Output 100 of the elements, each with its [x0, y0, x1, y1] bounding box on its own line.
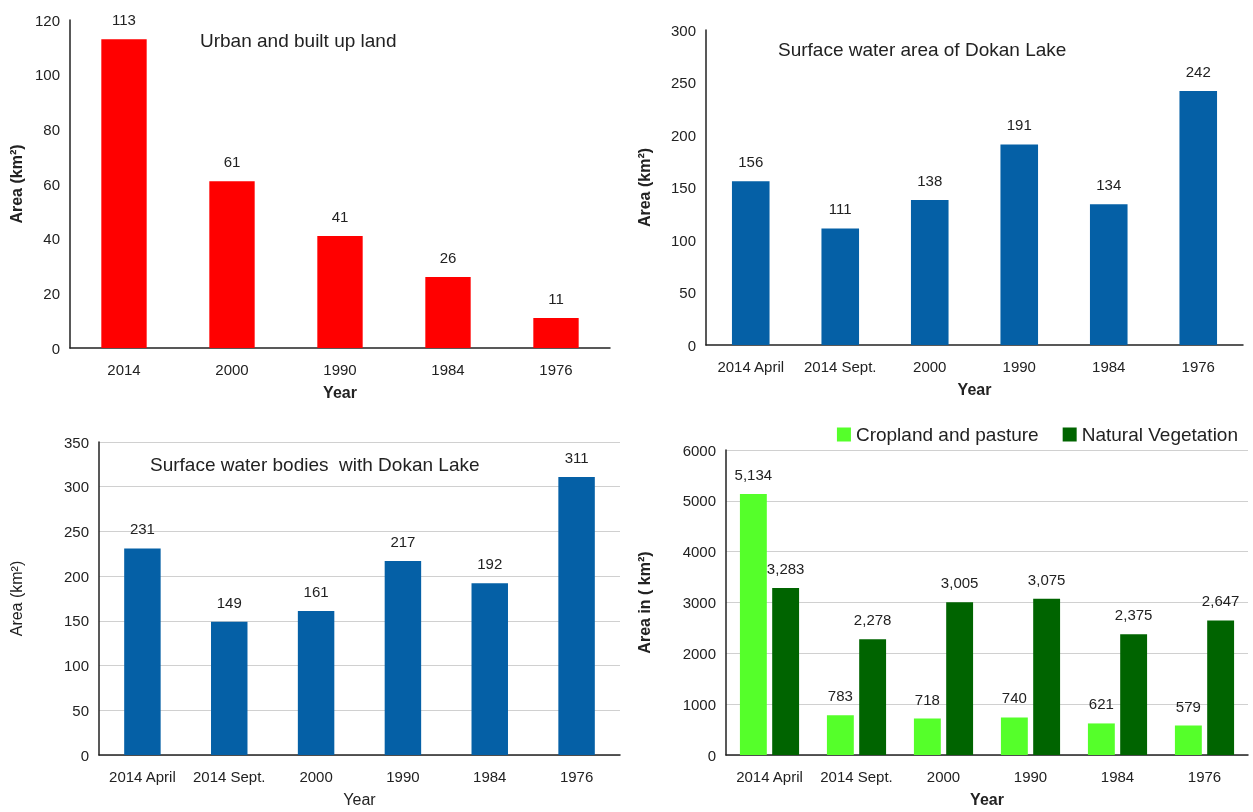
y-tick-label: 200	[670, 126, 696, 144]
x-tick-label: 1976	[559, 768, 594, 785]
data-label: 61	[223, 153, 241, 171]
x-axis-title: Year	[957, 380, 992, 398]
bar	[859, 639, 887, 755]
data-label: 191	[1006, 116, 1032, 134]
bar	[1000, 144, 1039, 345]
bar	[910, 200, 949, 345]
y-tick-label: 60	[43, 175, 60, 193]
data-label: 740	[1001, 689, 1027, 707]
legend-label: Natural Vegetation	[1081, 424, 1239, 445]
y-tick-label: 6000	[682, 441, 716, 459]
y-tick-label: 50	[679, 284, 696, 301]
y-tick-label: 20	[43, 284, 60, 302]
data-label: 2,278	[853, 611, 892, 629]
y-tick-label: 0	[687, 336, 696, 354]
bar	[739, 494, 767, 755]
data-label: 41	[331, 207, 349, 225]
y-tick-label: 50	[72, 701, 89, 719]
x-tick-label: 1984	[473, 768, 507, 785]
x-tick-label: 2000	[215, 361, 249, 378]
data-label: 311	[564, 448, 589, 466]
data-label: 5,134	[734, 466, 773, 484]
x-tick-label: 2000	[299, 768, 333, 785]
x-tick-label: 2014 Sept.	[192, 768, 266, 785]
y-axis-title: Area (km²)	[7, 560, 25, 637]
y-tick-label: 250	[63, 522, 89, 540]
bar	[913, 718, 941, 755]
data-label: 783	[827, 687, 853, 705]
x-tick-label: 1990	[1013, 768, 1048, 785]
y-tick-label: 40	[43, 230, 60, 248]
text: Surface water area of Dokan Lake	[778, 39, 1067, 60]
x-tick-label: 2014 April	[736, 768, 803, 785]
x-tick-label: 1990	[323, 361, 357, 378]
y-tick-label: 250	[670, 74, 696, 91]
legend-label: Cropland and pasture	[855, 424, 1039, 445]
x-tick-label: 2000	[913, 358, 947, 375]
data-label: 161	[303, 583, 329, 601]
bar	[1174, 725, 1202, 755]
y-tick-label: 4000	[682, 543, 716, 561]
y-axis-title: Area (km²)	[7, 144, 25, 224]
data-label: 156	[738, 153, 764, 171]
bar	[384, 560, 422, 755]
x-tick-label: 2014 Sept.	[820, 768, 893, 785]
bar	[826, 715, 854, 755]
text: Urban and built up land	[200, 30, 397, 51]
bar	[772, 588, 800, 755]
data-label: 138	[917, 172, 943, 190]
y-tick-label: 150	[670, 179, 696, 196]
x-axis-title: Year	[323, 383, 357, 401]
data-label: 3,005	[940, 574, 979, 592]
x-tick-label: 2014 April	[109, 768, 176, 785]
x-tick-label: 1990	[386, 768, 420, 785]
y-tick-label: 100	[670, 231, 696, 249]
data-label: 113	[112, 11, 136, 29]
data-label: 621	[1088, 695, 1114, 713]
data-label: 192	[477, 555, 503, 573]
bar	[1120, 634, 1148, 755]
bar	[101, 39, 147, 348]
x-tick-label: 1984	[431, 361, 465, 378]
bar	[558, 476, 595, 755]
x-tick-label: 1976	[1187, 768, 1222, 785]
y-tick-label: 0	[80, 746, 89, 764]
x-tick-label: 1984	[1092, 358, 1126, 375]
bar	[317, 235, 363, 348]
bar	[425, 276, 471, 348]
bar	[1033, 598, 1061, 755]
data-label: 26	[439, 248, 457, 266]
x-tick-label: 1976	[1181, 358, 1215, 375]
bar	[946, 602, 974, 755]
y-tick-label: 3000	[682, 594, 716, 611]
data-label: 111	[828, 200, 852, 218]
text: Surface water bodies with Dokan Lake	[150, 454, 480, 475]
data-label: 718	[914, 690, 940, 708]
bar	[211, 621, 248, 755]
x-tick-label: 2014 April	[717, 358, 785, 375]
data-label: 579	[1175, 697, 1201, 715]
y-tick-label: 300	[63, 478, 89, 496]
y-tick-label: 80	[43, 120, 60, 138]
y-tick-label: 0	[51, 339, 60, 357]
bar	[124, 548, 161, 755]
data-label: 2,375	[1114, 606, 1153, 624]
data-label: 217	[390, 532, 416, 550]
x-tick-label: 1984	[1100, 768, 1135, 785]
y-tick-label: 200	[63, 567, 89, 585]
y-tick-label: 150	[63, 612, 89, 630]
x-tick-label: 2014	[107, 361, 141, 378]
data-label: 231	[129, 520, 155, 538]
y-tick-label: 100	[63, 657, 89, 675]
bar	[1089, 204, 1128, 345]
data-label: 149	[216, 593, 242, 611]
x-axis-title: Year	[970, 790, 1004, 808]
x-tick-label: 2000	[926, 768, 961, 785]
data-label: 3,075	[1027, 570, 1066, 588]
bar	[821, 228, 860, 345]
bar	[533, 317, 579, 348]
y-axis-title: Area in ( km²)	[635, 551, 653, 654]
bar	[1000, 717, 1028, 755]
bar	[731, 181, 770, 345]
y-tick-label: 350	[63, 433, 89, 451]
